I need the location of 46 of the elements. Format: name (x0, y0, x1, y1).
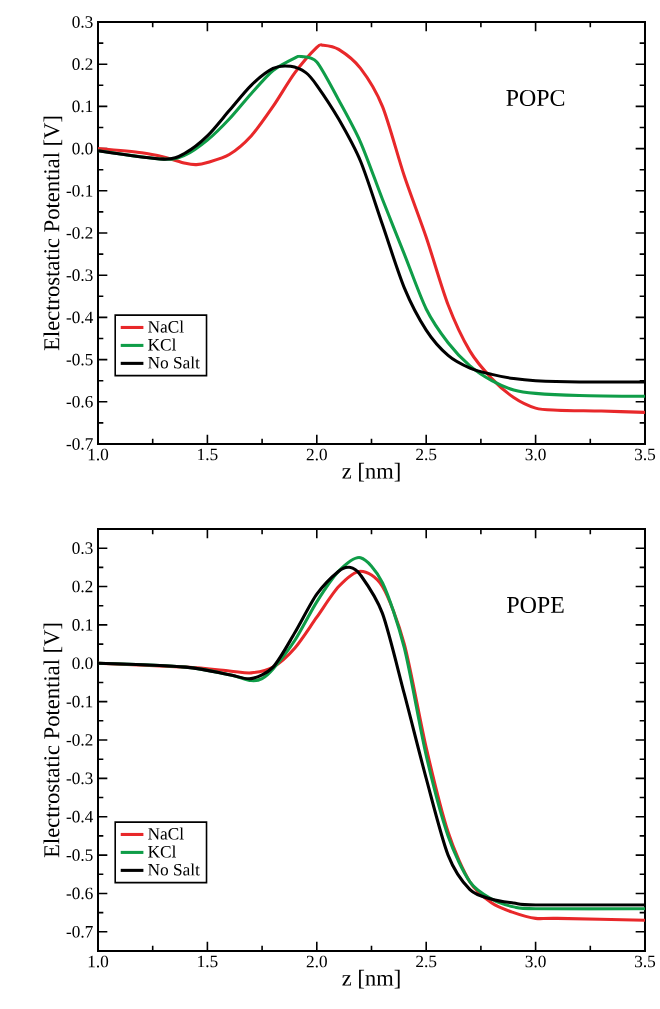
x-tick-label: 1.5 (198, 448, 218, 461)
y-tick-label: -0.1 (66, 695, 93, 708)
x-tick-label: 3.0 (525, 448, 546, 461)
y-tick-label: -0.7 (66, 925, 93, 938)
y-tick-label: -0.5 (66, 849, 93, 861)
y-tick-label: 0.0 (72, 142, 93, 155)
y-tick-label: -0.6 (66, 395, 93, 408)
legend-label: No Salt (148, 863, 200, 876)
annotation: POPE (506, 596, 564, 613)
y-tick-label: -0.1 (66, 184, 93, 197)
y-tick-label: -0.5 (66, 353, 93, 366)
legend-label: KCl (148, 845, 176, 858)
y-tick-label: 0.3 (72, 542, 93, 555)
y-axis-title: Electrostatic Potential [V] (43, 116, 63, 351)
annotation: POPC (506, 89, 565, 106)
y-axis-title: Electrostatic Potential [V] (43, 623, 63, 858)
y-tick-label: 0.3 (72, 16, 93, 28)
y-tick-label: 0.0 (72, 657, 93, 670)
x-tick-label: 3.0 (525, 955, 546, 968)
legend-label: NaCl (148, 827, 184, 840)
x-tick-label: 1.0 (88, 448, 109, 461)
legend-label: KCl (148, 338, 176, 351)
y-tick-label: -0.6 (66, 887, 93, 900)
x-tick-label: 2.0 (306, 955, 327, 968)
legend-label: No Salt (148, 356, 200, 369)
y-tick-label: 0.2 (72, 580, 93, 593)
x-axis-title: z [nm] (342, 969, 400, 989)
y-tick-label: 0.2 (72, 58, 93, 71)
y-tick-label: 0.1 (72, 100, 93, 113)
x-axis-title: z [nm] (342, 462, 400, 482)
y-tick-label: -0.2 (66, 227, 93, 239)
legend-label: NaCl (148, 320, 184, 333)
y-tick-label: -0.7 (66, 438, 93, 450)
y-tick-label: 0.1 (72, 619, 93, 631)
x-tick-label: 1.5 (198, 955, 218, 968)
x-tick-label: 2.0 (306, 448, 327, 461)
y-tick-label: -0.2 (66, 734, 93, 746)
x-tick-label: 2.5 (416, 955, 437, 968)
y-tick-label: -0.4 (66, 810, 93, 823)
y-tick-label: -0.3 (66, 772, 93, 785)
x-tick-label: 3.5 (634, 955, 656, 968)
x-tick-label: 2.5 (416, 448, 437, 461)
y-tick-label: -0.4 (66, 311, 93, 324)
y-tick-label: -0.3 (66, 269, 93, 282)
x-tick-label: 1.0 (88, 955, 109, 968)
x-tick-label: 3.5 (634, 448, 656, 461)
